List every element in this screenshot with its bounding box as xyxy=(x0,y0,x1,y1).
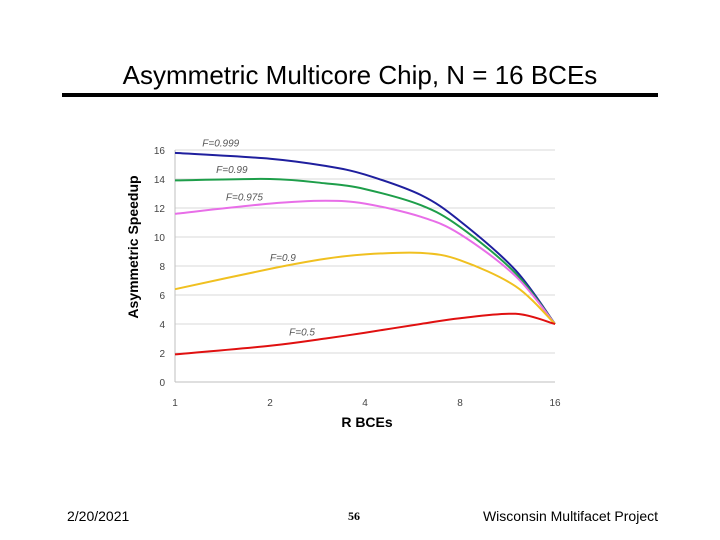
y-tick-label: 10 xyxy=(154,233,166,244)
gridlines xyxy=(174,149,555,383)
y-axis-label: Asymmetric Speedup xyxy=(125,175,141,318)
x-axis-label: R BCEs xyxy=(341,414,393,430)
x-tick-label: 8 xyxy=(457,398,463,409)
y-tick-label: 2 xyxy=(159,349,165,360)
y-tick-label: 4 xyxy=(159,320,165,331)
series-lines xyxy=(174,151,556,356)
series-label: F=0.5 xyxy=(289,327,315,338)
series-label: F=0.999 xyxy=(202,139,239,150)
x-tick-label: 1 xyxy=(172,398,178,409)
page-number: 56 xyxy=(348,509,360,523)
footer-date: 2/20/2021 xyxy=(67,508,130,524)
footer-organization: Wisconsin Multifacet Project xyxy=(482,508,658,524)
title-rule xyxy=(62,93,658,97)
series-labels: F=0.999 F=0.99 F=0.975 F=0.9 F=0.5 xyxy=(202,139,315,339)
y-tick-label: 6 xyxy=(159,291,165,302)
x-tick-label: 4 xyxy=(362,398,368,409)
y-tick-label: 0 xyxy=(159,378,165,389)
y-tick-label: 16 xyxy=(154,146,166,157)
series-label: F=0.9 xyxy=(270,253,296,264)
x-tick-label: 16 xyxy=(549,398,561,409)
y-tick-label: 8 xyxy=(159,262,165,273)
series-line xyxy=(174,177,556,325)
series-line xyxy=(174,312,556,356)
series-label: F=0.975 xyxy=(226,192,263,203)
series-line xyxy=(174,251,556,325)
series-label: F=0.99 xyxy=(216,165,248,176)
y-tick-label: 12 xyxy=(154,204,166,215)
series-line xyxy=(174,199,556,325)
slide-title: Asymmetric Multicore Chip, N = 16 BCEs xyxy=(122,60,598,90)
x-tick-label: 2 xyxy=(267,398,273,409)
y-tick-label: 14 xyxy=(154,175,166,186)
series-line xyxy=(174,151,556,325)
